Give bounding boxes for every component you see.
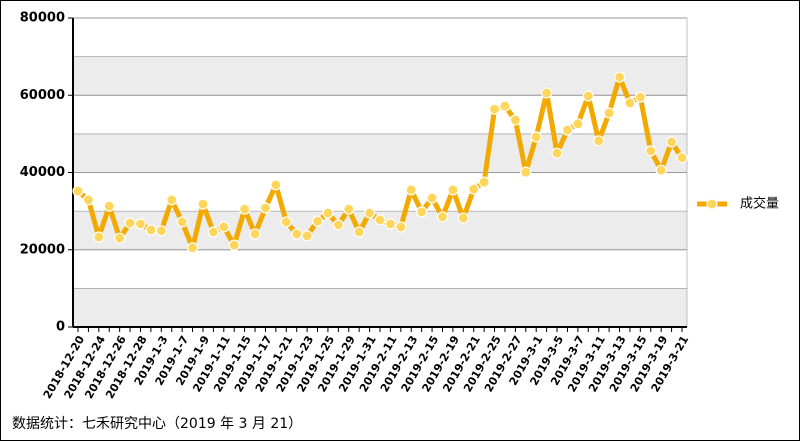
legend-label: 成交量 — [740, 196, 779, 212]
point — [488, 103, 501, 115]
source-note: 数据统计：七禾研究中心（2019 年 3 月 21） — [12, 416, 302, 432]
band — [72, 56, 688, 96]
point — [436, 211, 449, 223]
point — [655, 164, 667, 176]
y-tick-label: 40000 — [20, 165, 65, 180]
point — [551, 147, 563, 159]
point — [259, 202, 272, 214]
point — [145, 224, 157, 236]
point — [561, 124, 574, 136]
point — [645, 145, 657, 157]
band — [72, 249, 688, 289]
point — [176, 216, 188, 228]
point — [82, 194, 95, 206]
point — [197, 198, 209, 210]
point — [249, 228, 261, 240]
point — [603, 107, 615, 119]
point — [676, 152, 688, 164]
point — [541, 87, 553, 99]
point — [301, 230, 313, 242]
point — [343, 203, 355, 215]
point — [207, 226, 219, 238]
point — [405, 184, 417, 196]
point — [613, 71, 626, 83]
point — [166, 194, 178, 206]
point — [530, 131, 542, 143]
point — [114, 232, 126, 244]
point — [520, 166, 532, 178]
point — [228, 239, 240, 251]
point — [72, 185, 84, 197]
point — [572, 118, 584, 130]
band — [72, 172, 688, 212]
point — [218, 221, 230, 233]
point — [134, 218, 147, 230]
point — [239, 203, 251, 215]
point — [582, 90, 594, 102]
point — [322, 207, 334, 219]
band — [72, 288, 688, 328]
legend-marker — [706, 198, 718, 210]
y-tick-label: 0 — [56, 320, 65, 335]
point — [384, 218, 397, 230]
point — [447, 184, 459, 196]
point — [280, 216, 292, 228]
point — [374, 214, 386, 226]
point — [93, 231, 105, 243]
band — [72, 17, 688, 57]
point — [624, 97, 636, 109]
point — [103, 200, 115, 212]
point — [468, 183, 480, 195]
point — [499, 100, 511, 112]
point — [363, 207, 376, 219]
point — [457, 212, 469, 224]
point — [311, 215, 324, 227]
point — [124, 217, 136, 229]
point — [426, 192, 438, 204]
point — [353, 226, 365, 238]
y-tick-label: 60000 — [20, 88, 65, 103]
point — [593, 135, 605, 147]
point — [155, 225, 167, 237]
point — [509, 114, 521, 126]
point — [186, 242, 199, 254]
point — [270, 179, 282, 191]
y-tick-label: 80000 — [20, 11, 65, 26]
point — [416, 206, 428, 218]
point — [665, 136, 678, 148]
point — [634, 91, 646, 103]
y-tick-label: 20000 — [20, 242, 65, 257]
point — [395, 221, 407, 233]
point — [478, 176, 490, 188]
point — [332, 219, 344, 231]
point — [291, 228, 303, 240]
